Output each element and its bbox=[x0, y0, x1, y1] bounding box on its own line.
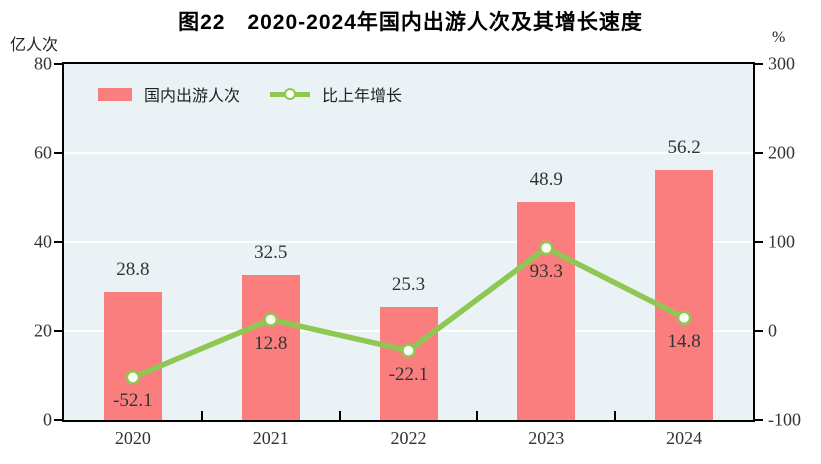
left-axis-tick-label: 20 bbox=[34, 320, 52, 341]
bar-series-swatch bbox=[98, 87, 132, 101]
x-axis-tick-mark bbox=[476, 411, 479, 420]
left-axis-tick-label: 60 bbox=[34, 142, 52, 163]
left-axis-tick-label: 0 bbox=[43, 409, 52, 430]
right-axis-tick-mark bbox=[755, 63, 763, 65]
bar bbox=[655, 169, 714, 420]
left-axis-unit-label: 亿人次 bbox=[10, 37, 59, 54]
bar-value-label: 48.9 bbox=[529, 169, 563, 191]
chart-title: 图22 2020-2024年国内出游人次及其增长速度 bbox=[178, 11, 643, 34]
left-axis-tick-label: 80 bbox=[34, 53, 52, 74]
bar-value-label: 56.2 bbox=[667, 136, 701, 158]
left-axis-tick-mark bbox=[54, 241, 62, 243]
bar bbox=[517, 202, 576, 420]
line-series-legend-label: 比上年增长 bbox=[322, 88, 403, 105]
gridline bbox=[64, 152, 753, 154]
bar bbox=[103, 291, 162, 420]
x-axis-tick-mark bbox=[200, 411, 203, 420]
right-axis-tick-label: 100 bbox=[768, 231, 795, 252]
left-axis-tick-mark bbox=[54, 330, 62, 332]
left-axis-tick-mark bbox=[54, 152, 62, 154]
gridline bbox=[64, 241, 753, 243]
x-axis-category-label: 2020 bbox=[114, 428, 151, 448]
trend-line-layer bbox=[125, 240, 692, 385]
trend-marker bbox=[263, 312, 278, 327]
trend-line bbox=[131, 245, 686, 380]
trend-marker bbox=[676, 310, 692, 326]
right-axis-tick-label: 0 bbox=[768, 320, 777, 341]
x-axis-category-label: 2021 bbox=[252, 428, 289, 448]
bar-value-label: 28.8 bbox=[116, 258, 150, 280]
trend-marker bbox=[401, 343, 416, 358]
x-axis-tick-mark bbox=[338, 411, 341, 420]
bar-value-label: 25.3 bbox=[391, 274, 426, 296]
right-axis-tick-label: -100 bbox=[768, 409, 801, 430]
growth-value-label: -52.1 bbox=[113, 390, 153, 412]
x-axis-category-label: 2023 bbox=[528, 428, 565, 448]
right-axis-tick-mark bbox=[755, 419, 763, 421]
trend-marker bbox=[125, 370, 141, 385]
plot-area: 国内出游人次 比上年增长 28.8 32.5 25.3 48.9 56.2 -52.1 12… bbox=[54, 62, 763, 422]
bar-value-label: 32.5 bbox=[254, 242, 288, 264]
bar bbox=[379, 307, 438, 420]
right-axis-unit-label: % bbox=[772, 29, 786, 46]
right-axis-tick-label: 200 bbox=[768, 142, 795, 163]
bar-series-legend-label: 国内出游人次 bbox=[144, 88, 241, 105]
line-series-swatch bbox=[270, 88, 311, 100]
x-axis-category-label: 2022 bbox=[390, 428, 427, 448]
right-axis-tick-mark bbox=[755, 241, 763, 243]
line-marker-icon bbox=[284, 88, 297, 100]
right-axis-tick-mark bbox=[755, 330, 763, 332]
right-axis-tick-label: 300 bbox=[768, 53, 795, 74]
x-axis-category-label: 2024 bbox=[666, 428, 703, 448]
left-axis-tick-mark bbox=[54, 63, 62, 65]
growth-value-label: -22.1 bbox=[388, 363, 429, 385]
right-axis-tick-mark bbox=[755, 152, 763, 154]
left-axis-tick-mark bbox=[54, 419, 62, 421]
left-axis-tick-label: 40 bbox=[34, 231, 52, 252]
growth-value-label: 14.8 bbox=[667, 330, 701, 352]
x-axis-tick-mark bbox=[614, 411, 617, 420]
bar bbox=[241, 275, 300, 420]
growth-value-label: 12.8 bbox=[254, 332, 288, 354]
growth-value-label: 93.3 bbox=[529, 260, 563, 282]
trend-marker bbox=[539, 240, 554, 256]
legend: 国内出游人次 比上年增长 bbox=[98, 82, 402, 106]
